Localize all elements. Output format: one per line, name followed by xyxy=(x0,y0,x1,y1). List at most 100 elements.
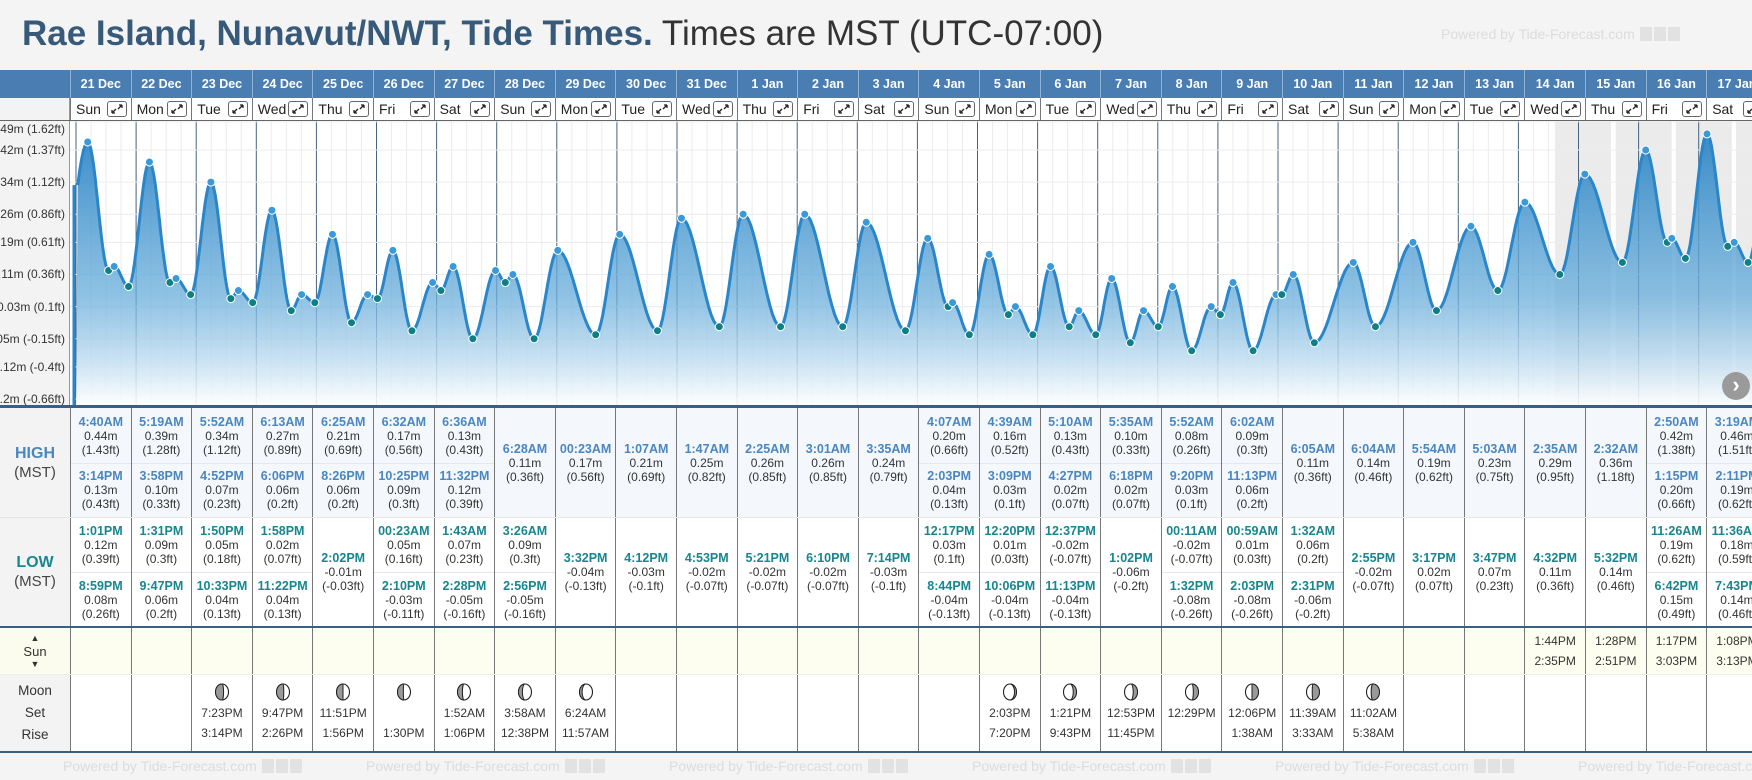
low-tide-cell: 1:43AM 0.07m (0.23ft) 2:28PM -0.05m (-0.16ft) xyxy=(433,518,495,626)
weekday-cell: Wed xyxy=(251,98,313,120)
moonset-time xyxy=(374,703,434,723)
high-tide-point xyxy=(1074,306,1084,316)
expand-day-button[interactable] xyxy=(651,101,672,117)
moonrise-time: 3:33AM xyxy=(1292,726,1334,740)
expand-day-button[interactable] xyxy=(1015,101,1036,117)
low-tide-time: 2:02PM xyxy=(321,551,366,565)
low-tide-point xyxy=(1493,286,1503,296)
expand-day-button[interactable] xyxy=(1621,101,1642,117)
high-tide-entry: 2:03PM 0.04m (0.13ft) xyxy=(919,462,979,517)
low-tide-time: 4:53PM xyxy=(684,551,729,565)
low-tide-time: 1:58PM xyxy=(260,524,305,538)
low-tide-cell: 7:14PM -0.03m (-0.1ft) xyxy=(857,518,919,626)
moon-cell xyxy=(1585,675,1646,751)
expand-day-button[interactable] xyxy=(348,101,369,117)
expand-day-button[interactable] xyxy=(591,101,612,117)
powered-by-watermark[interactable]: Powered by Tide-Forecast.com xyxy=(1441,26,1682,44)
footer-watermark[interactable]: Powered by Tide-Forecast.com xyxy=(63,758,304,776)
expand-day-button[interactable] xyxy=(1318,101,1339,117)
high-tide-cell: 1:47AM 0.25m (0.82ft) xyxy=(676,408,737,517)
low-tide-height-m: -0.05m xyxy=(445,592,484,607)
high-tide-entry: 00:23AM 0.17m (0.56ft) xyxy=(556,436,616,490)
expand-day-button[interactable] xyxy=(1379,101,1400,117)
moonrise-time: 12:38PM xyxy=(500,726,549,740)
watermark-text: Powered by Tide-Forecast.com xyxy=(669,758,863,774)
high-tide-entry: 11:13PM 0.06m (0.2ft) xyxy=(1222,462,1282,517)
low-tide-time: 12:37PM xyxy=(1045,524,1096,538)
expand-day-button[interactable] xyxy=(530,101,551,117)
sun-cell xyxy=(1039,628,1101,674)
high-tide-height-ft: (0.23ft) xyxy=(202,497,241,511)
footer-watermark[interactable]: Powered by Tide-Forecast.com xyxy=(0,758,1,776)
weekday-label: Mon xyxy=(560,101,589,117)
scroll-next-button[interactable]: › xyxy=(1722,372,1750,400)
sun-cell xyxy=(70,628,131,674)
high-tide-height-m: 0.04m xyxy=(932,483,966,497)
expand-day-button[interactable] xyxy=(1560,101,1581,117)
footer-watermark[interactable]: Powered by Tide-Forecast.com xyxy=(366,758,607,776)
low-tide-point xyxy=(1617,257,1627,267)
high-tide-point xyxy=(109,261,119,271)
expand-day-button[interactable] xyxy=(106,101,127,117)
low-tide-height-ft: (0.3ft) xyxy=(145,552,178,566)
expand-day-button[interactable] xyxy=(1500,101,1521,117)
high-tide-height-m: 0.20m xyxy=(1659,483,1694,497)
expand-day-button[interactable] xyxy=(1136,101,1157,117)
weekday-label: Fri xyxy=(379,101,396,117)
footer-watermark[interactable]: Powered by Tide-Forecast.com xyxy=(1578,758,1752,776)
expand-day-button[interactable] xyxy=(470,101,491,117)
weekday-cell: Sun xyxy=(918,98,979,120)
expand-day-button[interactable] xyxy=(833,101,854,117)
footer-watermark[interactable]: Powered by Tide-Forecast.com xyxy=(1275,758,1516,776)
high-tide-time: 2:35AM xyxy=(1532,441,1578,456)
footer-watermark[interactable]: Powered by Tide-Forecast.com xyxy=(972,758,1213,776)
low-tide-height-m: 0.05m xyxy=(205,538,239,552)
moon-cell xyxy=(736,675,798,751)
high-tide-entry: 5:54AM 0.19m (0.62ft) xyxy=(1404,436,1464,490)
expand-day-button[interactable] xyxy=(1682,101,1703,117)
sun-cell xyxy=(312,628,373,674)
moonset-time: 12:29PM xyxy=(1167,706,1216,720)
expand-day-button[interactable] xyxy=(954,101,975,117)
high-tide-height-m: 0.19m xyxy=(1720,483,1752,497)
high-tide-entry: 6:13AM 0.27m (0.89ft) xyxy=(253,409,313,463)
expand-day-button[interactable] xyxy=(1257,101,1278,117)
expand-day-button[interactable] xyxy=(227,101,248,117)
weekday-label: Tue xyxy=(1469,101,1494,117)
low-tide-entry: 10:06PM -0.04m (-0.13ft) xyxy=(980,572,1040,626)
low-tide-height-ft: (-0.13ft) xyxy=(928,606,971,621)
low-tide-point xyxy=(1370,322,1380,332)
high-tide-height-ft: (0.62ft) xyxy=(1717,497,1752,511)
low-tide-time: 11:36AM xyxy=(1711,524,1752,538)
footer-watermark[interactable]: Powered by Tide-Forecast.com xyxy=(669,758,910,776)
high-tide-height-m: 0.11m xyxy=(1296,455,1330,470)
low-tide-cell: 11:26AM 0.19m (0.62ft) 6:42PM 0.15m (0.49ft) xyxy=(1645,518,1707,626)
low-tide-height-m: -0.04m xyxy=(991,592,1029,607)
high-tide-height-m: 0.13m xyxy=(447,428,482,443)
expand-day-button[interactable] xyxy=(1076,101,1097,117)
high-tide-point xyxy=(1167,282,1177,292)
expand-day-button[interactable] xyxy=(712,101,733,117)
watermark-text: Powered by Tide-Forecast.com xyxy=(366,758,560,774)
expand-day-button[interactable] xyxy=(288,101,309,117)
high-tide-point xyxy=(1288,269,1298,279)
high-tide-height-m: 0.27m xyxy=(265,428,300,443)
sun-cell xyxy=(373,628,434,674)
expand-day-button[interactable] xyxy=(167,101,188,117)
moonset-time: 1:21PM xyxy=(1049,706,1092,720)
expand-day-button[interactable] xyxy=(1439,101,1460,117)
high-tide-height-ft: (0.26ft) xyxy=(1172,442,1211,457)
low-tide-height-ft: (-0.1ft) xyxy=(870,579,907,593)
expand-day-button[interactable] xyxy=(409,101,430,117)
low-tide-cell: 12:20PM 0.01m (0.03ft) 10:06PM -0.04m (-0.13f… xyxy=(979,518,1040,626)
expand-day-button[interactable] xyxy=(1742,101,1752,117)
expand-icon xyxy=(110,104,123,114)
high-tide-height-m: 0.06m xyxy=(265,483,300,497)
high-label: HIGH (MST) xyxy=(0,408,70,517)
expand-day-button[interactable] xyxy=(773,101,794,117)
expand-day-button[interactable] xyxy=(894,101,915,117)
high-tide-height-m: 0.17m xyxy=(568,455,603,470)
expand-day-button[interactable] xyxy=(1197,101,1218,117)
high-tide-point xyxy=(388,245,398,255)
low-tide-entry: 2:03PM -0.08m (-0.26ft) xyxy=(1222,572,1282,626)
